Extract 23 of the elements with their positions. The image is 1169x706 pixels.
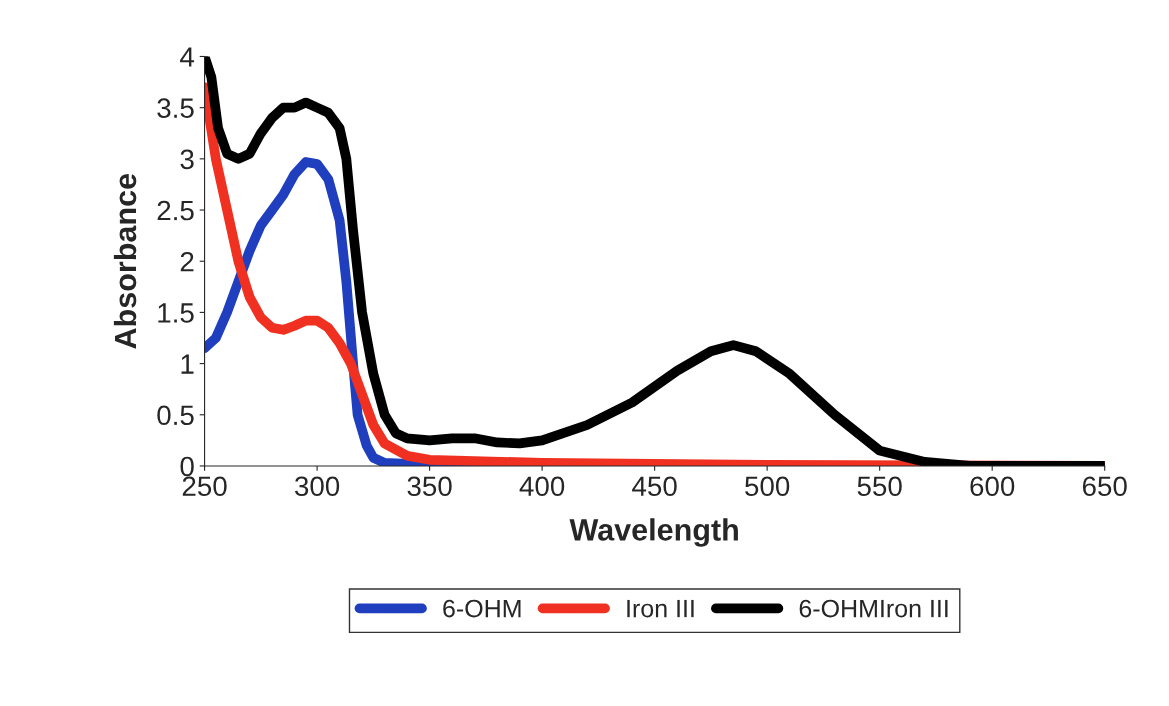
y-tick-label: 4: [180, 47, 195, 67]
x-tick-label: 400: [519, 476, 565, 497]
y-tick-label: 0.5: [157, 405, 194, 426]
legend-label: Iron III: [627, 599, 694, 618]
y-tick-label: 2: [180, 251, 194, 272]
x-axis-title: Wavelength: [569, 518, 738, 547]
x-tick-label: 500: [745, 476, 790, 497]
x-tick-label: 550: [857, 476, 902, 497]
x-tick-label: 350: [407, 476, 452, 497]
x-tick-label: 300: [294, 476, 340, 497]
y-tick-label: 1.5: [158, 303, 194, 323]
y-tick-label: 3.5: [157, 98, 194, 118]
x-tick-label: 450: [632, 476, 677, 497]
y-axis-title: Absorbance: [113, 173, 137, 349]
y-tick-label: 2.5: [157, 200, 194, 221]
legend-label: 6-OHMIron III: [799, 599, 948, 618]
x-tick-label: 650: [1082, 476, 1127, 497]
legend-label: 6-OHM: [443, 599, 521, 618]
y-tick-label: 3: [180, 149, 194, 170]
y-tick-label: 0: [180, 456, 194, 477]
x-tick-label: 600: [970, 476, 1015, 497]
x-tick-label: 250: [182, 476, 227, 497]
y-tick-label: 1: [181, 354, 194, 374]
